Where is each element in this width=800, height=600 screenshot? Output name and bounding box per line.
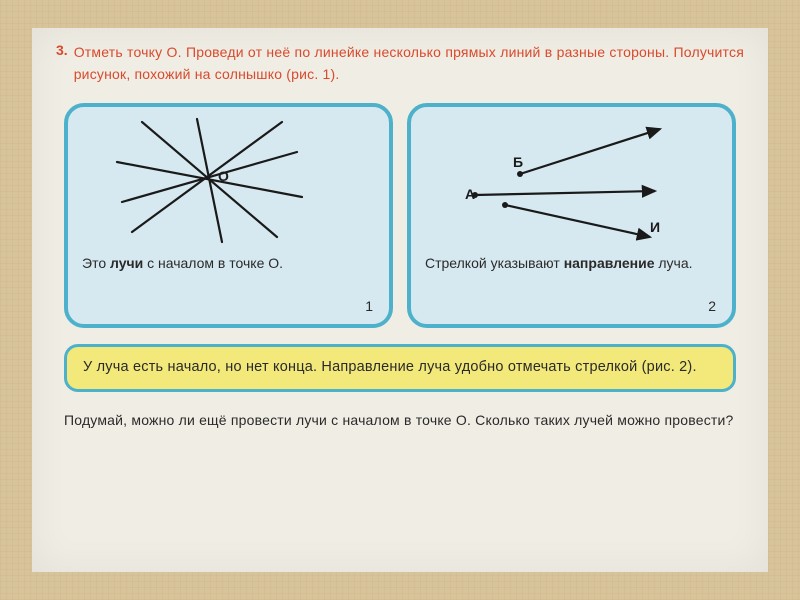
textbook-page: 3. Отметь точку О. Проведи от неё по лин… xyxy=(32,28,768,572)
caption-2-post: луча. xyxy=(655,255,693,271)
svg-text:Б: Б xyxy=(513,154,523,170)
rule-highlight: У луча есть начало, но нет конца. Направ… xyxy=(64,344,736,392)
problem-number: 3. xyxy=(56,42,68,85)
rays-svg: О xyxy=(82,117,342,252)
diagram-box-2: Б А И Стрелкой указывают направление луча.… xyxy=(407,103,736,328)
caption-2-bold: направление xyxy=(564,255,655,271)
caption-2-pre: Стрелкой указывают xyxy=(425,255,564,271)
diagram-row: О Это лучи с началом в точке О. 1 Б А И Ст… xyxy=(64,103,736,328)
rays-figure: О xyxy=(82,117,375,252)
caption-1-post: с началом в точке О. xyxy=(143,255,283,271)
problem-header: 3. Отметь точку О. Проведи от неё по лин… xyxy=(56,42,744,85)
svg-text:О: О xyxy=(218,168,229,184)
caption-2: Стрелкой указывают направление луча. xyxy=(425,254,718,274)
caption-1-pre: Это xyxy=(82,255,110,271)
svg-text:И: И xyxy=(650,219,660,235)
caption-1-bold: лучи xyxy=(110,255,143,271)
arrows-figure: Б А И xyxy=(425,117,718,252)
arrows-svg: Б А И xyxy=(425,117,685,252)
figure-number-1: 1 xyxy=(365,298,373,314)
figure-number-2: 2 xyxy=(708,298,716,314)
caption-1: Это лучи с началом в точке О. xyxy=(82,254,375,274)
followup-text: Подумай, можно ли ещё провести лучи с на… xyxy=(64,410,736,432)
task-text: Отметь точку О. Проведи от неё по линейк… xyxy=(74,42,744,85)
svg-text:А: А xyxy=(465,186,475,202)
diagram-box-1: О Это лучи с началом в точке О. 1 xyxy=(64,103,393,328)
